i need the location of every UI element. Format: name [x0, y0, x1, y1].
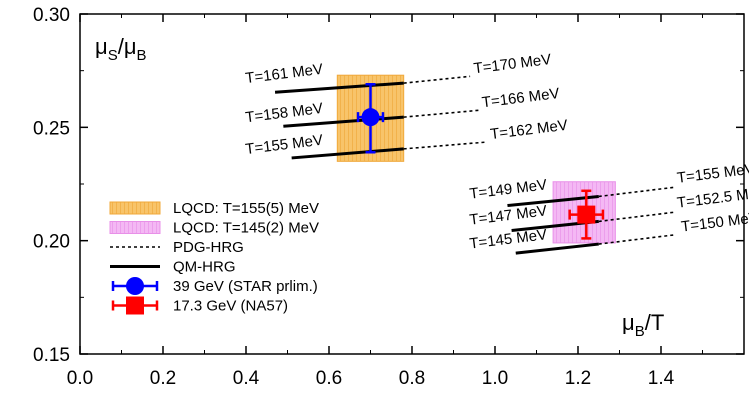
x-axis-title: μB/T	[622, 310, 664, 340]
x-tick-label: 0.4	[233, 368, 260, 389]
qm-hrg-line-0	[274, 81, 404, 94]
pdg-hrg-line-1	[403, 109, 479, 118]
pdg-hrg-line-4	[598, 211, 674, 223]
legend-label: 39 GeV (STAR prlim.)	[173, 278, 318, 295]
temperature-label-4: T=166 MeV	[481, 85, 560, 111]
temperature-label-6: T=149 MeV	[469, 176, 548, 202]
legend-entry-4: 39 GeV (STAR prlim.)	[111, 277, 318, 295]
temperature-label-11: T=150 MeV	[680, 209, 749, 235]
legend-label: 17.3 GeV (NA57)	[173, 298, 288, 315]
temperature-label-8: T=145 MeV	[469, 226, 548, 252]
legend-entry-0: LQCD: T=155(5) MeV	[109, 200, 319, 217]
y-tick-label: 0.15	[33, 345, 70, 366]
ticks-layer: 0.0 0.2 0.4 0.6 0.8 1.0 1.2 1.4 0.15 0.20 0.25 0.30	[33, 5, 744, 389]
temperature-label-9: T=155 MeV	[676, 160, 749, 186]
legend-label: QM-HRG	[173, 259, 236, 276]
temperature-label-1: T=158 MeV	[244, 100, 323, 126]
temperature-label-7: T=147 MeV	[469, 202, 548, 228]
temperature-label-0: T=161 MeV	[244, 61, 323, 87]
x-tick-label: 1.2	[565, 368, 591, 389]
y-tick-label: 0.25	[33, 118, 70, 139]
x-tick-label: 0.6	[316, 368, 342, 389]
x-tick-label: 0.0	[67, 368, 93, 389]
legend-entry-5: 17.3 GeV (NA57)	[111, 296, 288, 315]
y-axis-title: μS/μB	[95, 34, 147, 64]
x-tick-label: 0.2	[150, 368, 176, 389]
qm-hrg-line-5	[515, 242, 599, 255]
temperature-label-2: T=155 MeV	[244, 132, 323, 158]
temperature-label-10: T=152.5 MeV	[676, 184, 749, 212]
data-point-0	[356, 83, 385, 154]
qm-hrg-line-2	[291, 147, 404, 160]
temperature-label-5: T=162 MeV	[489, 117, 568, 143]
points-layer	[356, 83, 605, 240]
annotation-layer: T=161 MeV T=158 MeV T=155 MeV T=170 MeV T=16…	[244, 51, 749, 253]
legend-label: LQCD: T=155(5) MeV	[173, 200, 319, 217]
legend-entry-2: PDG-HRG	[110, 239, 244, 256]
x-tick-label: 0.8	[399, 368, 425, 389]
square-marker	[577, 205, 596, 224]
legend-swatch	[109, 221, 161, 234]
legend-label: PDG-HRG	[173, 239, 244, 256]
pdg-hrg-line-3	[598, 186, 674, 198]
pdg-hrg-line-5	[598, 234, 674, 245]
temperature-label-3: T=170 MeV	[473, 51, 552, 77]
legend-swatch	[109, 201, 161, 215]
legend-label: LQCD: T=145(2) MeV	[173, 220, 319, 237]
circle-marker	[361, 108, 380, 127]
x-tick-label: 1.0	[482, 368, 508, 389]
legend-swatch-marker	[126, 277, 144, 295]
y-tick-label: 0.30	[33, 5, 70, 26]
x-tick-label: 1.4	[648, 368, 675, 389]
legend-entry-3: QM-HRG	[110, 259, 236, 276]
data-point-1	[568, 189, 605, 240]
pdg-hrg-line-2	[403, 141, 487, 150]
legend: LQCD: T=155(5) MeV LQCD: T=145(2) MeV PDG-…	[109, 200, 319, 315]
qm-hrg-line-3	[507, 194, 599, 208]
legend-entry-1: LQCD: T=145(2) MeV	[109, 220, 319, 237]
y-tick-label: 0.20	[33, 232, 70, 253]
legend-swatch-marker	[126, 296, 144, 315]
pdg-hrg-line-0	[403, 75, 471, 84]
